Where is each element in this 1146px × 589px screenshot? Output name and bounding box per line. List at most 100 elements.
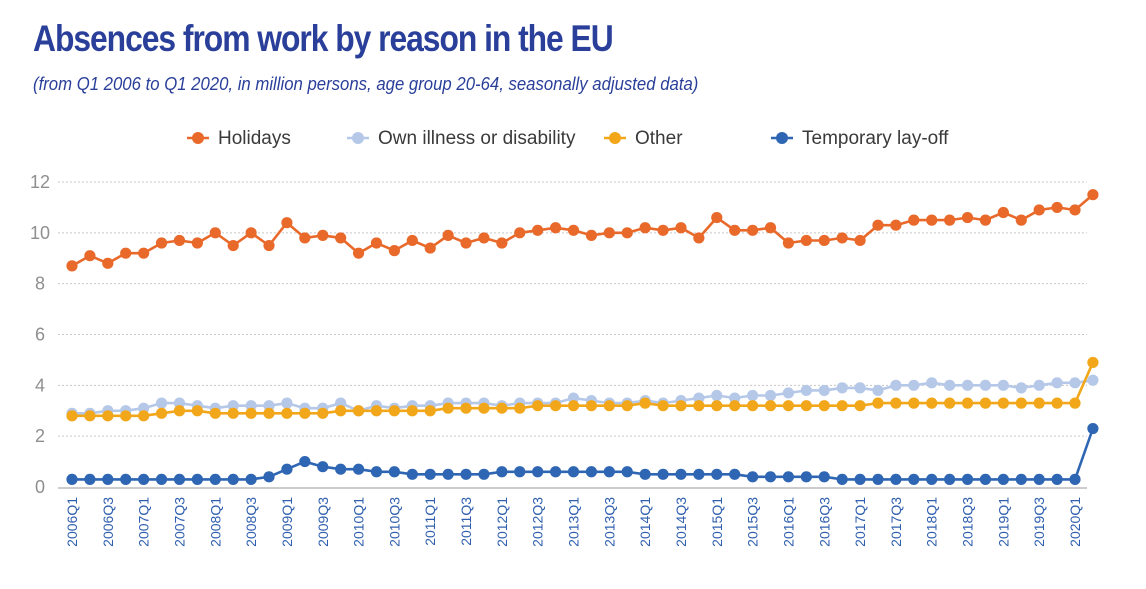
x-tick-label: 2010Q1: [351, 497, 367, 547]
data-point: [1051, 201, 1063, 214]
data-point: [424, 468, 436, 480]
data-point: [1015, 214, 1027, 226]
x-tick-label: 2006Q3: [100, 497, 116, 547]
x-tick-label: 2014Q3: [673, 497, 689, 547]
data-point: [764, 389, 777, 402]
x-tick-label: 2007Q1: [136, 497, 152, 547]
legend-label: Own illness or disability: [378, 128, 576, 149]
data-point: [800, 234, 812, 247]
data-point: [155, 407, 168, 419]
data-point: [1015, 397, 1027, 409]
data-point: [209, 227, 221, 239]
x-tick-label: 2009Q1: [279, 497, 295, 547]
data-point: [281, 407, 293, 419]
data-point: [84, 473, 96, 485]
x-tick-label: 2010Q3: [386, 497, 402, 547]
x-tick-label: 2006Q1: [64, 497, 80, 547]
data-point: [675, 468, 687, 480]
data-point: [603, 227, 615, 239]
data-point: [191, 237, 203, 249]
data-point: [836, 382, 848, 394]
data-point: [549, 466, 562, 478]
y-tick-label: 0: [35, 477, 45, 497]
legend-label: Temporary lay-off: [802, 128, 949, 149]
data-point: [890, 379, 902, 391]
x-tick-label: 2013Q3: [601, 497, 617, 547]
data-point: [1087, 356, 1099, 369]
data-point: [872, 219, 884, 231]
data-point: [442, 229, 454, 241]
data-point: [478, 232, 490, 244]
data-point: [926, 473, 938, 485]
data-point: [782, 471, 795, 483]
data-point: [1051, 397, 1063, 409]
data-point: [693, 232, 705, 244]
data-point: [926, 397, 938, 409]
data-point: [532, 224, 544, 236]
x-tick-label: 2013Q1: [566, 497, 582, 547]
data-point: [173, 473, 186, 485]
x-tick-label: 2011Q1: [422, 497, 438, 546]
data-point: [532, 466, 544, 478]
data-point: [388, 245, 400, 257]
data-point: [908, 214, 920, 226]
data-point: [370, 237, 383, 249]
series-temporary-lay-off: [66, 422, 1099, 485]
data-point: [155, 237, 168, 249]
data-point: [800, 384, 812, 397]
data-point: [639, 468, 651, 480]
data-point: [997, 379, 1009, 391]
data-point: [496, 402, 508, 414]
data-point: [603, 466, 615, 478]
data-point: [585, 400, 598, 412]
chart-subtitle: (from Q1 2006 to Q1 2020, in million per…: [33, 74, 699, 94]
data-point: [818, 400, 830, 412]
x-tick-label: 2008Q1: [207, 497, 223, 547]
data-point: [800, 471, 812, 483]
data-point: [281, 397, 293, 409]
data-point: [836, 400, 848, 412]
data-point: [961, 473, 974, 485]
data-point: [926, 214, 938, 226]
data-point: [782, 400, 795, 412]
data-point: [352, 463, 365, 475]
data-point: [138, 410, 150, 422]
data-point: [424, 242, 436, 254]
data-point: [549, 400, 562, 412]
y-tick-label: 4: [35, 375, 45, 395]
legend: Holidays Own illness or disability Other Te…: [187, 128, 949, 149]
data-point: [317, 461, 329, 473]
data-point: [657, 224, 669, 236]
data-point: [370, 466, 383, 478]
data-point: [1069, 473, 1081, 485]
data-point: [120, 473, 132, 485]
data-point: [908, 473, 920, 485]
data-point: [227, 473, 239, 485]
data-point: [908, 397, 920, 409]
data-point: [388, 466, 400, 478]
x-tick-label: 2016Q3: [816, 497, 832, 547]
x-tick-label: 2012Q1: [494, 497, 510, 547]
data-point: [263, 407, 275, 419]
data-point: [1069, 204, 1081, 216]
x-tick-label: 2017Q3: [888, 497, 904, 547]
data-point: [711, 400, 723, 412]
legend-marker: [192, 132, 204, 144]
data-point: [997, 397, 1009, 409]
chart-title: Absences from work by reason in the EU: [33, 18, 614, 59]
data-point: [729, 468, 741, 480]
y-tick-label: 12: [30, 172, 50, 192]
data-point: [209, 473, 221, 485]
x-tick-label: 2007Q3: [171, 497, 187, 547]
data-point: [66, 260, 78, 272]
data-point: [836, 232, 848, 244]
data-point: [818, 234, 830, 247]
data-point: [997, 206, 1009, 219]
x-tick-label: 2016Q1: [780, 497, 796, 547]
legend-item: Holidays: [187, 128, 291, 149]
data-point: [603, 400, 615, 412]
legend-marker: [609, 132, 621, 144]
data-point: [585, 466, 598, 478]
data-point: [1069, 377, 1081, 389]
data-point: [926, 377, 938, 389]
